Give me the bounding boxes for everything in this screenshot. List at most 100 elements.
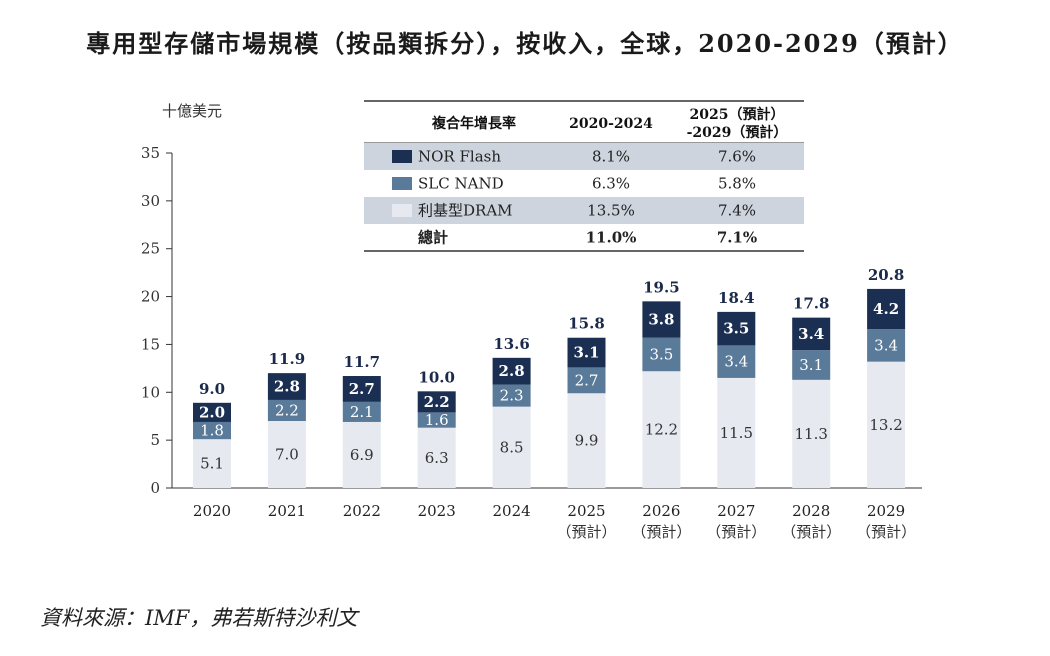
- x-tick-label: 2020: [193, 502, 231, 520]
- bar-value-label: 3.4: [724, 353, 748, 371]
- bar-segment-nor: [867, 288, 906, 330]
- bar-total-label: 11.9: [269, 350, 306, 368]
- legend-swatch-nor: [392, 150, 412, 163]
- table-header-period-1: 2020-2024: [569, 116, 653, 132]
- bar-value-label: 3.1: [573, 344, 599, 362]
- bar-segment-slc: [193, 421, 231, 440]
- bar-segment-dram: [792, 379, 831, 488]
- bar-segment-slc: [867, 329, 906, 362]
- legend-swatch-slc: [392, 177, 412, 190]
- bar-value-label: 12.2: [645, 421, 678, 439]
- bar-segment-slc: [567, 367, 606, 394]
- bar-total-label: 18.4: [718, 289, 755, 307]
- bar-value-label: 3.8: [648, 311, 674, 329]
- x-tick-sublabel: （預計）: [631, 523, 691, 541]
- cagr-2025-2029: 5.8%: [718, 175, 756, 193]
- x-tick-label: 2026: [642, 502, 680, 520]
- x-tick-label: 2027: [717, 502, 755, 520]
- bar-segment-nor: [193, 402, 231, 422]
- bar-segment-slc: [492, 384, 531, 407]
- table-row-band: [364, 143, 804, 170]
- bar-value-label: 4.2: [873, 300, 899, 318]
- bar-value-label: 2.2: [275, 401, 299, 419]
- bar-value-label: 13.2: [869, 416, 902, 434]
- bar-value-label: 3.5: [649, 345, 673, 363]
- bar-segment-slc: [342, 401, 381, 422]
- y-tick-label: 15: [141, 335, 160, 353]
- x-tick-label: 2023: [418, 502, 456, 520]
- bar-value-label: 2.8: [274, 378, 300, 396]
- bar-value-label: 8.5: [500, 438, 524, 456]
- bar-segment-slc: [267, 399, 306, 421]
- bar-total-label: 11.7: [344, 353, 381, 371]
- legend-series-name: 總計: [418, 229, 448, 247]
- bar-segment-dram: [642, 371, 681, 488]
- chart-title: 專用型存儲市場規模（按品類拆分），按收入，全球，2020-2029（預計）: [86, 29, 964, 58]
- bar-value-label: 1.8: [200, 422, 224, 440]
- bar-segment-nor: [567, 337, 606, 368]
- bar-segment-dram: [492, 406, 531, 488]
- bar-value-label: 2.7: [575, 371, 599, 389]
- table-header-period-2-line-1: 2025（預計）: [690, 106, 785, 123]
- bar-segment-dram: [193, 439, 231, 488]
- bar-value-label: 2.1: [350, 403, 374, 421]
- cagr-2025-2029: 7.4%: [718, 202, 756, 220]
- bar-value-label: 9.9: [575, 432, 599, 450]
- bar-value-label: 6.3: [425, 449, 449, 467]
- y-tick-label: 35: [141, 144, 160, 162]
- bar-value-label: 2.7: [349, 380, 375, 398]
- cagr-2020-2024: 13.5%: [587, 202, 635, 220]
- bar-value-label: 11.5: [720, 424, 753, 442]
- x-tick-label: 2021: [268, 502, 306, 520]
- x-tick-label: 2029: [867, 502, 905, 520]
- bar-total-label: 15.8: [568, 315, 605, 333]
- bar-segment-nor: [642, 301, 681, 338]
- table-row-band: [364, 197, 804, 224]
- bar-value-label: 3.4: [874, 336, 898, 354]
- legend-series-name: NOR Flash: [418, 148, 501, 166]
- bar-value-label: 7.0: [275, 446, 299, 464]
- y-tick-label: 10: [141, 383, 160, 401]
- source-note: 資料來源：IMF，弗若斯特沙利文: [40, 606, 358, 630]
- bar-segment-dram: [567, 393, 606, 488]
- cagr-2025-2029: 7.1%: [717, 229, 757, 247]
- bar-total-label: 9.0: [199, 380, 225, 398]
- bar-value-label: 2.3: [500, 387, 524, 405]
- bar-value-label: 5.1: [200, 455, 224, 473]
- bar-segment-nor: [342, 376, 381, 402]
- cagr-2020-2024: 6.3%: [592, 175, 630, 193]
- x-tick-label: 2024: [493, 502, 531, 520]
- x-tick-sublabel: （預計）: [556, 523, 616, 541]
- bar-value-label: 3.1: [799, 356, 823, 374]
- bar-segment-dram: [417, 427, 456, 488]
- bar-total-label: 13.6: [493, 335, 530, 353]
- x-tick-label: 2025: [567, 502, 605, 520]
- table-header-label: 複合年增長率: [431, 115, 516, 132]
- bar-segment-nor: [417, 391, 456, 413]
- legend-series-name: 利基型DRAM: [418, 202, 513, 220]
- y-tick-label: 20: [141, 288, 160, 306]
- cagr-2020-2024: 8.1%: [592, 148, 630, 166]
- x-tick-sublabel: （預計）: [781, 523, 841, 541]
- y-tick-label: 5: [150, 431, 160, 449]
- y-tick-label: 0: [150, 479, 160, 497]
- y-tick-label: 25: [141, 240, 160, 258]
- x-tick-label: 2022: [343, 502, 381, 520]
- bar-segment-nor: [492, 357, 531, 385]
- legend-series-name: SLC NAND: [418, 175, 504, 193]
- y-tick-label: 30: [141, 192, 160, 210]
- bar-value-label: 11.3: [794, 425, 827, 443]
- y-axis-unit-label: 十億美元: [162, 102, 222, 120]
- legend-swatch-dram: [392, 204, 412, 217]
- table-header-period-2-line-2: -2029（預計）: [687, 124, 788, 141]
- x-tick-label: 2028: [792, 502, 830, 520]
- bar-segment-dram: [342, 421, 381, 488]
- bar-total-label: 10.0: [418, 368, 455, 386]
- bar-value-label: 6.9: [350, 446, 374, 464]
- bar-value-label: 3.4: [798, 325, 824, 343]
- bar-value-label: 3.5: [723, 320, 749, 338]
- bar-total-label: 19.5: [643, 278, 680, 296]
- bar-segment-dram: [717, 377, 756, 488]
- bar-segment-nor: [267, 373, 306, 400]
- stacked-bar-chart: 05101520253035十億美元5.11.82.09.020207.02.2…: [141, 100, 922, 541]
